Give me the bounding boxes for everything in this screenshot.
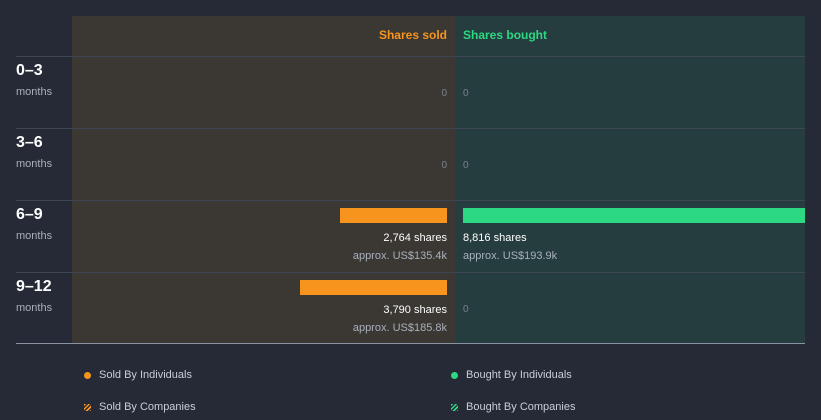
legend-label: Sold By Companies	[99, 401, 196, 413]
shares-bought-header: Shares bought	[463, 28, 548, 42]
bought-approx-label: approx. US$193.9k	[463, 250, 558, 262]
legend-bought-individuals[interactable]: Bought By Individuals	[451, 369, 572, 381]
orange-dot-icon	[84, 371, 91, 379]
legend-sold-individuals[interactable]: Sold By Individuals	[84, 369, 192, 381]
period-unit: months	[16, 158, 53, 170]
grid-line	[16, 128, 805, 129]
bought-shares-label: 8,816 shares	[463, 232, 527, 244]
bought-value-label: 0	[463, 88, 469, 99]
sold-bar	[340, 208, 447, 223]
period-unit: months	[16, 86, 53, 98]
shares-bought-column	[455, 16, 805, 344]
bought-value-label: 0	[463, 160, 469, 171]
period-label: 3–6	[16, 134, 43, 151]
period-label: 9–12	[16, 278, 52, 295]
grid-line	[16, 272, 805, 273]
shares-sold-header: Shares sold	[378, 28, 447, 42]
sold-bar	[300, 280, 447, 295]
legend-label: Bought By Individuals	[466, 369, 572, 381]
grid-line	[16, 200, 805, 201]
sold-shares-label: 3,790 shares	[383, 304, 447, 316]
period-unit: months	[16, 302, 53, 314]
grid-line	[16, 56, 805, 57]
sold-value-label: 0	[441, 160, 447, 171]
legend-sold-companies[interactable]: Sold By Companies	[84, 401, 196, 413]
legend-label: Sold By Individuals	[99, 369, 192, 381]
sold-value-label: 0	[441, 88, 447, 99]
sold-approx-label: approx. US$185.8k	[352, 322, 447, 334]
legend-label: Bought By Companies	[466, 401, 576, 413]
green-dot-icon	[451, 371, 458, 379]
period-unit: months	[16, 230, 53, 242]
bought-bar	[463, 208, 805, 223]
period-label: 0–3	[16, 62, 43, 79]
bought-value-label: 0	[463, 304, 469, 315]
axis-line	[16, 343, 805, 344]
sold-shares-label: 2,764 shares	[383, 232, 447, 244]
period-label: 6–9	[16, 206, 43, 223]
orange-hatch-icon	[84, 403, 91, 411]
sold-approx-label: approx. US$135.4k	[352, 250, 447, 262]
legend-bought-companies[interactable]: Bought By Companies	[451, 401, 575, 413]
green-hatch-icon	[451, 403, 458, 411]
